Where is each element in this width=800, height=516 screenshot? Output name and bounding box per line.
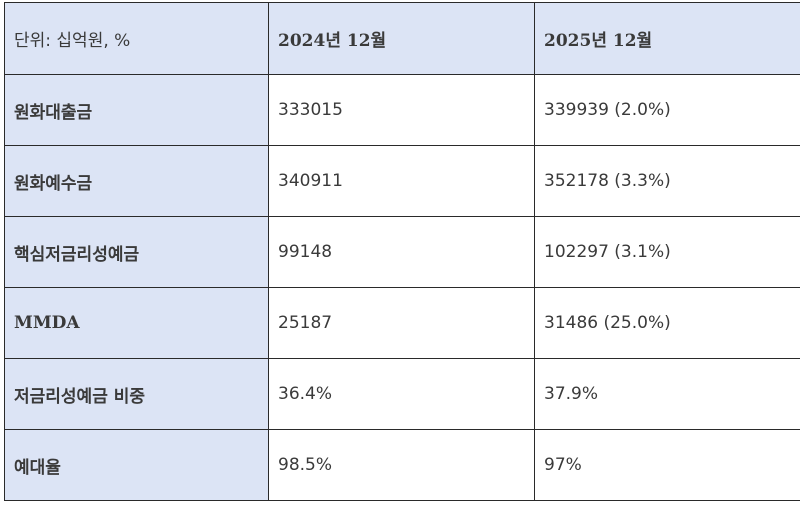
row-label: MMDA: [4, 287, 269, 359]
value-2024: 340911: [268, 145, 535, 217]
value-2025: 37.9%: [534, 358, 800, 430]
row-label: 핵심저금리성예금: [4, 216, 269, 288]
table-header-row: 단위: 십억원, % 2024년 12월 2025년 12월: [4, 2, 800, 75]
value-2024: 25187: [268, 287, 535, 359]
row-label: 원화대출금: [4, 74, 269, 146]
table-row-loan-to-deposit-ratio: 예대율 98.5% 97%: [4, 429, 800, 501]
table-row-core-low-cost-deposits: 핵심저금리성예금 99148 102297 (3.1%): [4, 216, 800, 288]
unit-label-cell: 단위: 십억원, %: [4, 2, 269, 75]
value-2025: 339939 (2.0%): [534, 74, 800, 146]
table-row-low-cost-deposit-ratio: 저금리성예금 비중 36.4% 37.9%: [4, 358, 800, 430]
header-2025-dec: 2025년 12월: [534, 2, 800, 75]
value-2024: 98.5%: [268, 429, 535, 501]
table-row-krw-loans: 원화대출금 333015 339939 (2.0%): [4, 74, 800, 146]
value-2024: 36.4%: [268, 358, 535, 430]
value-2025: 97%: [534, 429, 800, 501]
row-label: 예대율: [4, 429, 269, 501]
value-2024: 333015: [268, 74, 535, 146]
row-label: 원화예수금: [4, 145, 269, 217]
value-2025: 31486 (25.0%): [534, 287, 800, 359]
value-2024: 99148: [268, 216, 535, 288]
financial-summary-table: 단위: 십억원, % 2024년 12월 2025년 12월 원화대출금 333…: [4, 2, 800, 501]
table-row-krw-deposits: 원화예수금 340911 352178 (3.3%): [4, 145, 800, 217]
header-2024-dec: 2024년 12월: [268, 2, 535, 75]
value-2025: 352178 (3.3%): [534, 145, 800, 217]
row-label: 저금리성예금 비중: [4, 358, 269, 430]
value-2025: 102297 (3.1%): [534, 216, 800, 288]
table-row-mmda: MMDA 25187 31486 (25.0%): [4, 287, 800, 359]
